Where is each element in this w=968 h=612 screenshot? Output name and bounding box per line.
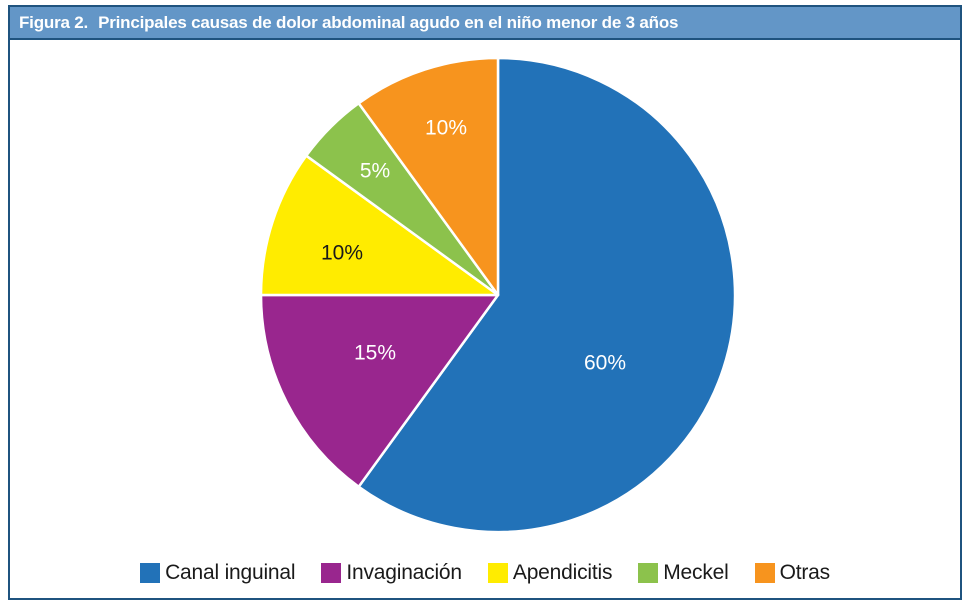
legend-item-otras: Otras — [754, 561, 831, 585]
legend-item-apendicitis: Apendicitis — [487, 561, 613, 585]
legend-label: Meckel — [663, 561, 729, 584]
legend-swatch-meckel — [638, 563, 659, 583]
pie-slice-apendicitis — [259, 154, 500, 297]
legend-label: Otras — [779, 561, 831, 584]
pie-slice-canal-inguinal — [357, 56, 737, 534]
pie-slice-otras — [357, 56, 500, 297]
legend-swatch-invaginacion — [321, 563, 342, 583]
pie-slice-invaginacion — [259, 293, 500, 488]
figure-number-label: Figura 2. — [19, 12, 89, 32]
pie-slice-value-label-meckel: 5% — [360, 160, 390, 183]
legend-item-invaginacion: Invaginación — [321, 561, 462, 585]
legend-label: Canal inguinal — [165, 561, 296, 584]
figure-box: Figura 2. Principales causas de dolor ab… — [8, 5, 962, 600]
figure-body: 60% 15% 10% 5% 10% Canal inguinal Invaginació… — [10, 40, 960, 598]
legend-label: Apendicitis — [512, 561, 613, 584]
pie-slice-value-label-canal-inguinal: 60% — [584, 352, 626, 375]
legend-swatch-canal-inguinal — [140, 563, 161, 583]
legend-item-canal-inguinal: Canal inguinal — [140, 561, 296, 585]
pie-chart-svg: 60% 15% 10% 5% 10% — [259, 56, 737, 534]
figure-header: Figura 2. Principales causas de dolor ab… — [10, 7, 960, 40]
figure-title: Principales causas de dolor abdominal ag… — [98, 12, 679, 32]
chart-legend: Canal inguinal Invaginación Apendicitis Mec… — [10, 561, 960, 585]
legend-swatch-otras — [754, 563, 775, 583]
pie-slice-value-label-apendicitis: 10% — [321, 242, 363, 265]
pie-slice-value-label-invaginacion: 15% — [354, 342, 396, 365]
legend-item-meckel: Meckel — [638, 561, 729, 585]
legend-label: Invaginación — [346, 561, 462, 584]
pie-slice-value-label-otras: 10% — [425, 117, 467, 140]
legend-swatch-apendicitis — [487, 563, 508, 583]
